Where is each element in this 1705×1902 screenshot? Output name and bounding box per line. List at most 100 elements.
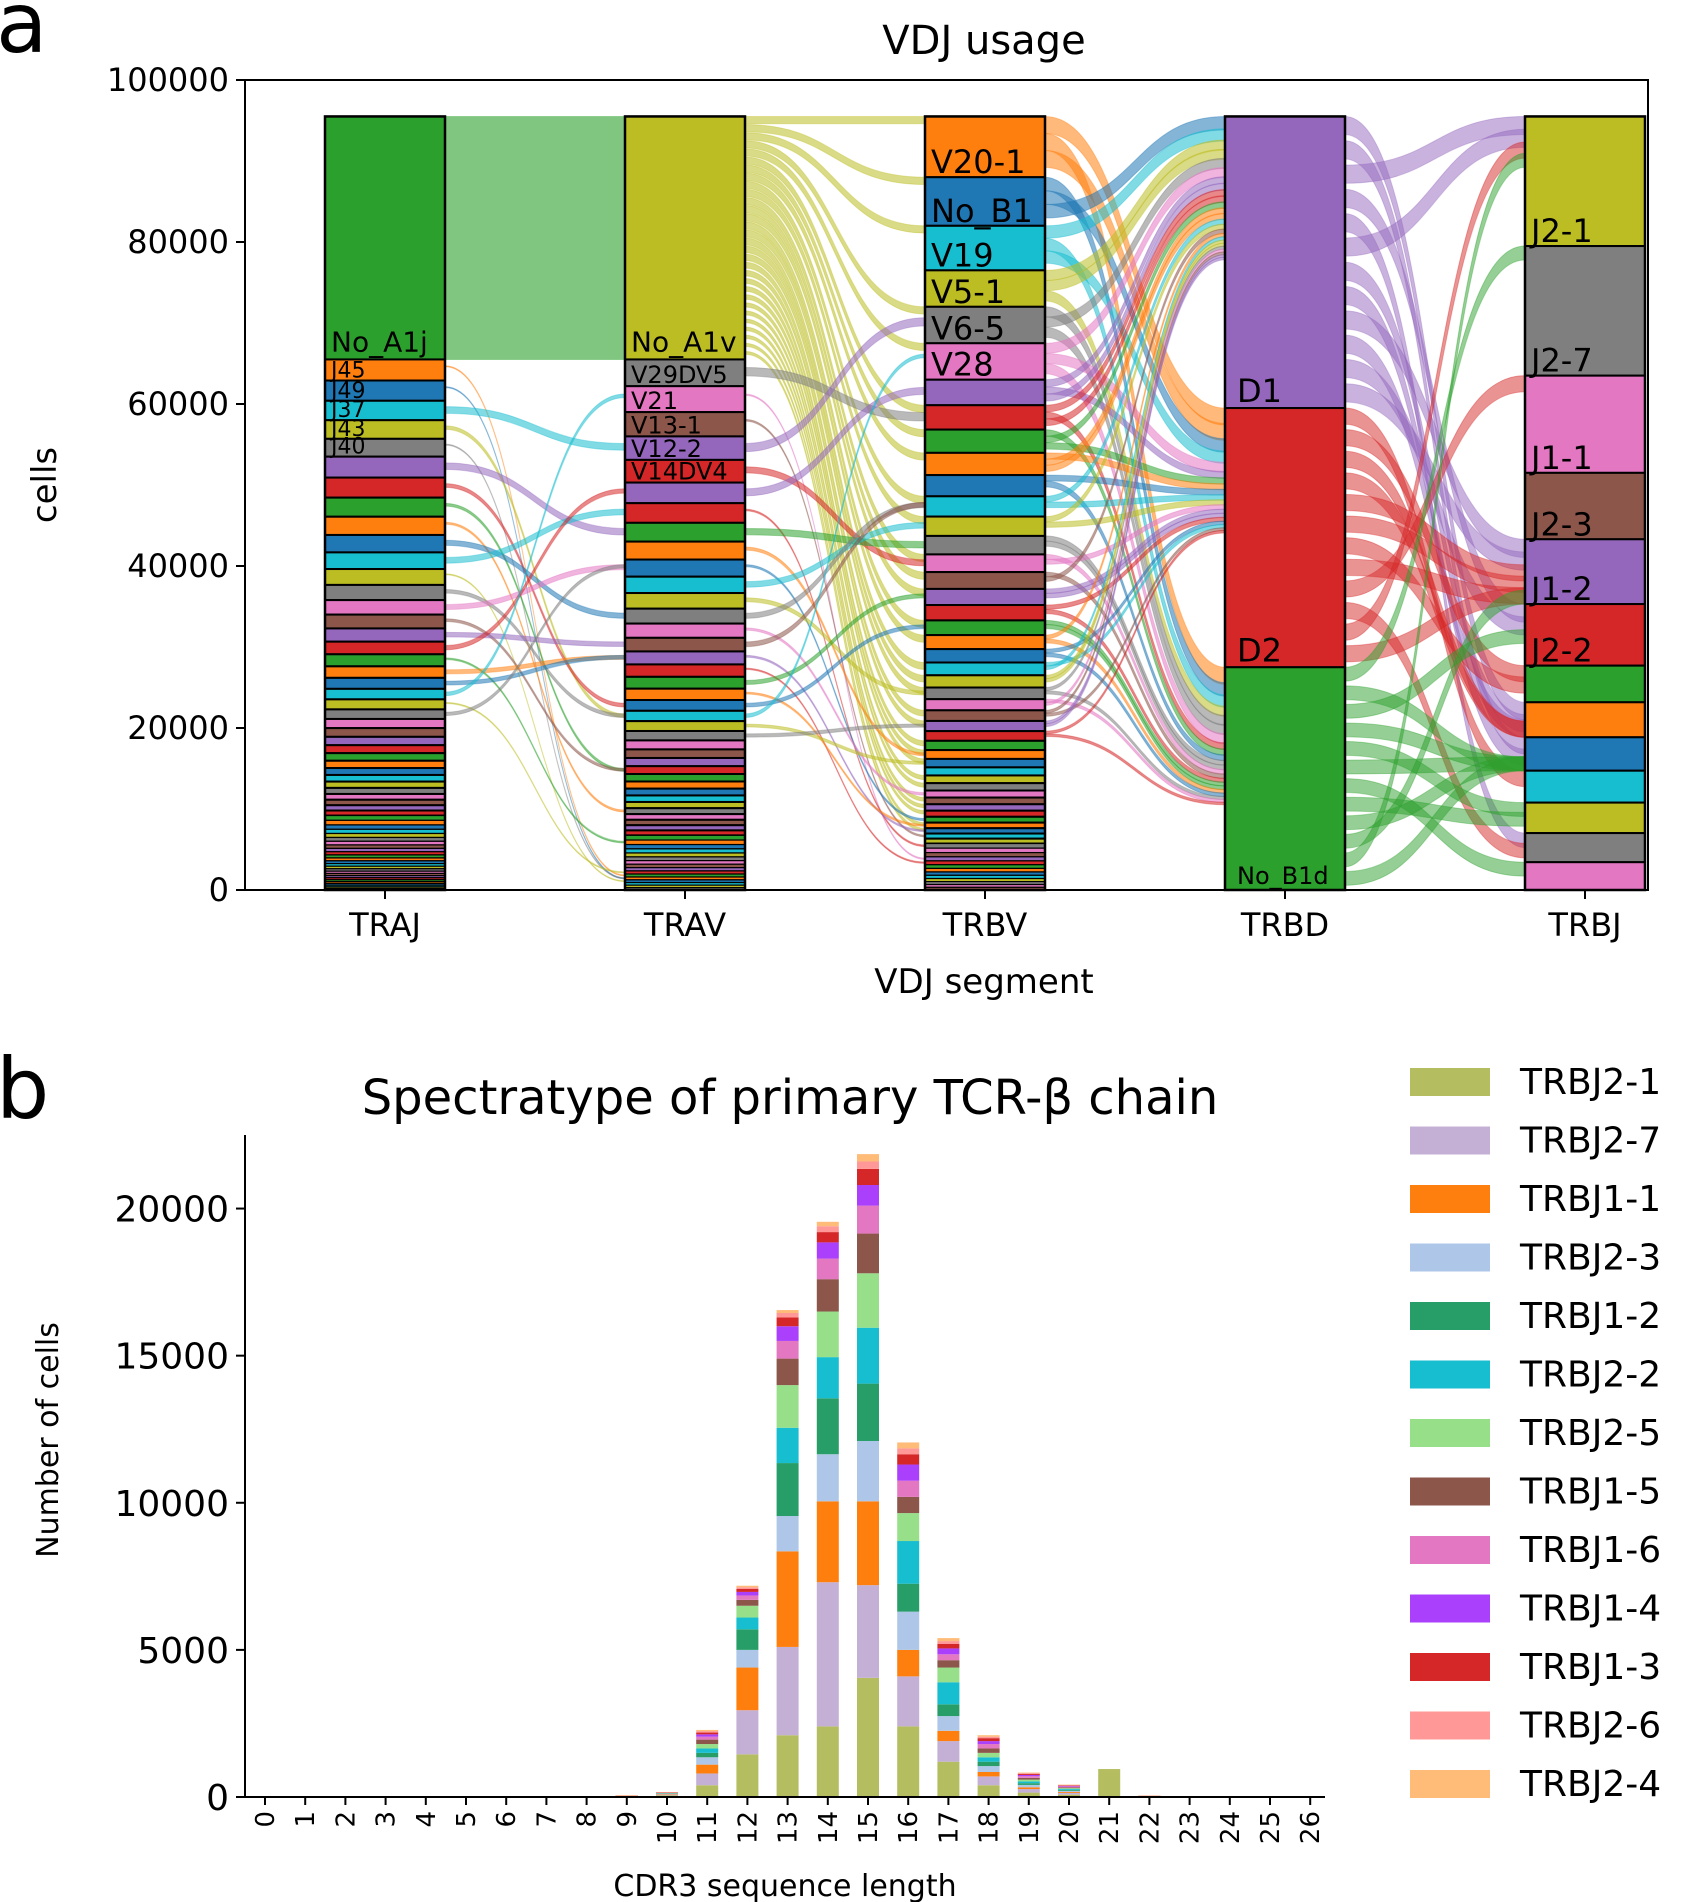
x-tick-label: 16: [894, 1811, 924, 1844]
legend-item-trbj2-5: TRBJ2-5: [1410, 1413, 1661, 1454]
bar-trbj2-3-len-16: [897, 1611, 920, 1650]
segment-label: D1: [1237, 372, 1282, 410]
bar-trbj2-4-len-15: [857, 1154, 879, 1162]
y-tick-label: 20000: [127, 709, 229, 747]
segment-minor: [324, 717, 446, 730]
segment-minor: [624, 622, 746, 639]
x-tick-label: 20: [1055, 1811, 1085, 1844]
y-tick-label: 60000: [127, 385, 229, 423]
bar-trbj1-4-len-20: [1058, 1785, 1080, 1787]
bar-trbj1-2-len-18: [977, 1761, 1000, 1767]
segment-minor: [924, 587, 1046, 607]
bar-trbj1-4-len-19: [1017, 1774, 1040, 1777]
segment-label: J37: [329, 398, 365, 423]
legend-swatch: [1410, 1360, 1490, 1389]
x-tick-label: 3: [372, 1811, 402, 1828]
legend-swatch: [1410, 1536, 1490, 1564]
segment-minor: [324, 727, 446, 738]
legend-item-trbj1-2: TRBJ1-2: [1410, 1296, 1661, 1337]
bar-trbj2-3-len-15: [857, 1440, 879, 1502]
segment-label: J1-1: [1529, 439, 1593, 477]
bar-trbj2-5-len-18: [977, 1752, 1000, 1758]
bar-trbj2-7-len-15: [857, 1585, 879, 1678]
legend-swatch: [1410, 1477, 1490, 1506]
segment-label: V12-2: [631, 435, 702, 463]
bar-trbj1-3-len-12: [736, 1588, 759, 1592]
x-tick-label: 13: [774, 1811, 804, 1844]
segment-minor: [924, 847, 1046, 854]
bar-trbj2-6-len-14: [816, 1226, 839, 1233]
bar-trbj1-4-len-11: [696, 1734, 719, 1737]
segment-minor: [624, 687, 746, 702]
bar-trbj2-5-len-17: [937, 1667, 960, 1683]
x-tick-label: 0: [251, 1811, 281, 1828]
bar-trbj1-6-len-17: [937, 1654, 960, 1661]
segment-minor: [924, 749, 1046, 760]
bar-trbj2-3-len-20: [1058, 1790, 1080, 1792]
segment-label: V21: [631, 387, 678, 415]
bar-trbj1-1-len-11: [696, 1764, 719, 1774]
bar-trbj2-4-len-18: [977, 1735, 1000, 1737]
legend-label: TRBJ2-5: [1519, 1413, 1661, 1454]
segment-minor: [324, 455, 446, 479]
bar-trbj2-2-len-20: [1058, 1789, 1080, 1790]
panel-b-spectratype: b Spectratype of primary TCR-β chain CDR…: [0, 1040, 1661, 1902]
bar-trbj2-6-len-16: [897, 1448, 920, 1455]
bar-trbj2-6-len-12: [736, 1587, 759, 1589]
segment-label: V14DV4: [631, 458, 728, 486]
segment-minor: [624, 709, 746, 723]
bar-trbj2-3-len-10: [656, 1793, 678, 1794]
segment-label: No_B1: [931, 192, 1033, 230]
segment-label: V29DV5: [631, 361, 728, 389]
segment-minor: [324, 476, 446, 499]
bar-trbj1-2-len-16: [897, 1583, 920, 1612]
segment-minor: [624, 575, 746, 595]
bar-trbj1-6-len-14: [816, 1258, 839, 1280]
x-tick-label: TRBV: [942, 906, 1028, 944]
bar-trbj2-7-len-14: [816, 1582, 839, 1727]
bar-trbj2-4-len-17: [937, 1638, 960, 1642]
segment-label: J43: [329, 417, 365, 442]
bar-trbj1-3-len-14: [816, 1232, 839, 1243]
bar-trbj1-3-len-16: [897, 1454, 920, 1465]
bar-trbj1-5-len-19: [1017, 1777, 1040, 1780]
legend-label: TRBJ2-1: [1519, 1062, 1661, 1103]
x-tick-label: 15: [854, 1811, 884, 1844]
segment-minor: [924, 730, 1046, 742]
segment-minor: [624, 592, 746, 610]
bar-trbj2-6-len-13: [776, 1313, 799, 1318]
segment-minor: [324, 599, 446, 616]
legend-swatch: [1410, 1126, 1490, 1155]
bar-trbj2-3-len-19: [1017, 1784, 1040, 1788]
bar-trbj2-3-len-17: [937, 1716, 960, 1731]
segment-label: No_A1v: [631, 325, 737, 358]
segment-label: V5-1: [931, 273, 1005, 311]
bar-trbj1-6-len-16: [897, 1480, 920, 1497]
bar-trbj1-4-len-18: [977, 1741, 1000, 1745]
x-tick-label: TRAV: [643, 906, 726, 944]
segment-minor: [924, 837, 1046, 845]
segment-minor: [324, 828, 446, 835]
legend-label: TRBJ1-6: [1519, 1530, 1661, 1571]
segment-label: V19: [931, 236, 994, 274]
segment-minor: [324, 676, 446, 690]
legend-label: TRBJ1-2: [1519, 1296, 1661, 1337]
bar-trbj1-2-len-20: [1058, 1789, 1080, 1791]
segment-minor: [924, 674, 1046, 689]
panel-a-vdj-usage: a VDJ usage VDJ segment cells No_A1jJ45J…: [0, 0, 1649, 1002]
bar-trbj2-1-len-11: [696, 1785, 719, 1797]
segment-minor: [924, 789, 1046, 799]
bar-trbj1-3-len-20: [1058, 1785, 1080, 1786]
bar-trbj2-2-len-13: [776, 1427, 799, 1464]
segment-minor: [924, 619, 1046, 637]
segment-minor: [924, 553, 1046, 574]
x-tick-label: 7: [532, 1811, 562, 1828]
segment-minor: [324, 809, 446, 817]
segment-minor: [1524, 736, 1646, 772]
bar-trbj2-6-len-15: [857, 1161, 879, 1169]
x-tick-label: 17: [934, 1811, 964, 1844]
segment-minor: [624, 834, 746, 841]
segment-minor: [624, 481, 746, 505]
bar-trbj1-1-len-17: [937, 1730, 960, 1742]
